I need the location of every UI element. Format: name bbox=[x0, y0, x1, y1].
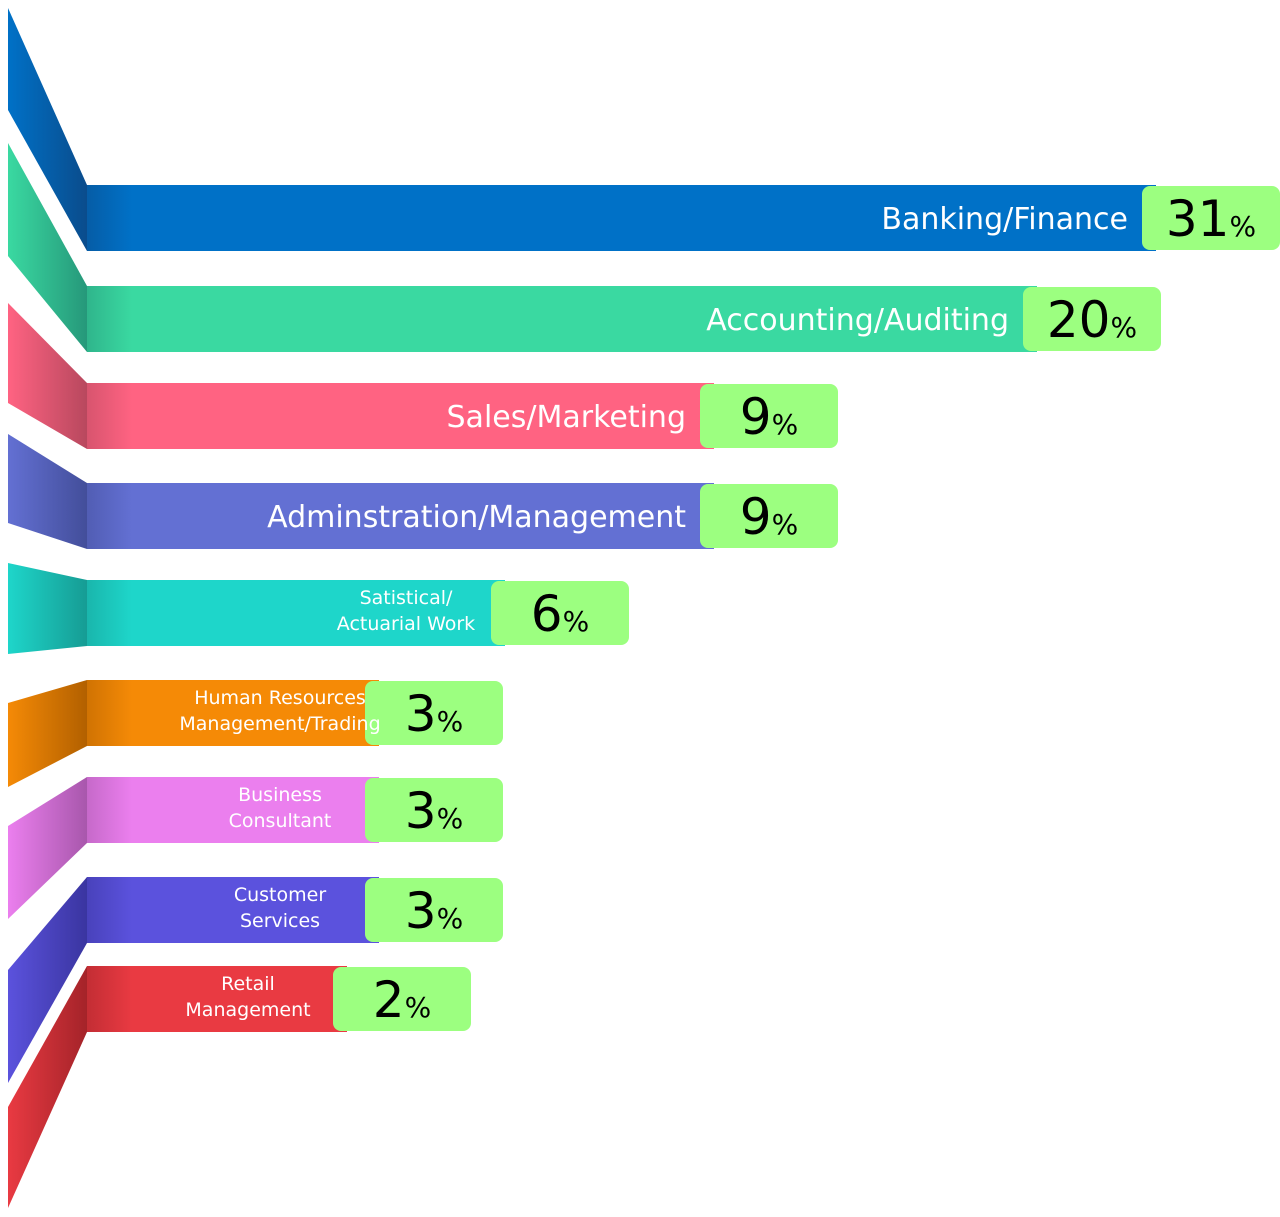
bar bbox=[87, 777, 379, 843]
value-badge bbox=[333, 967, 471, 1031]
bar-shade bbox=[87, 680, 132, 746]
bar bbox=[87, 185, 1156, 251]
bar-shade bbox=[87, 580, 132, 646]
category-label-line: Human Resources bbox=[194, 687, 366, 709]
bar-shade bbox=[87, 286, 132, 352]
category-label: Human Resources Management/Trading bbox=[179, 687, 380, 735]
bar-shade bbox=[87, 966, 132, 1032]
bar-group: Retail Management 2% bbox=[87, 966, 471, 1032]
category-label-line: Management bbox=[185, 999, 310, 1021]
bar-group: Sales/Marketing 9% bbox=[87, 383, 838, 449]
category-label-line: Actuarial Work bbox=[337, 613, 475, 635]
bar bbox=[87, 580, 505, 646]
bar-shade bbox=[87, 383, 132, 449]
category-label-line: Business bbox=[238, 784, 322, 806]
bar-group: Satistical/Actuarial Work 6% bbox=[87, 580, 629, 646]
category-label-line: Services bbox=[240, 910, 320, 932]
ribbon-segment bbox=[8, 434, 87, 549]
bar-shade bbox=[87, 877, 132, 943]
value-badge bbox=[700, 384, 838, 448]
category-label: Satistical/Actuarial Work bbox=[337, 587, 475, 635]
value-badge bbox=[700, 484, 838, 548]
category-label: Customer Services bbox=[234, 884, 326, 932]
bar-group: Accounting/Auditing 20% bbox=[87, 286, 1161, 352]
ribbon-segment bbox=[8, 143, 87, 352]
bar-shade bbox=[87, 777, 132, 843]
value-label: 31% bbox=[1166, 190, 1256, 248]
bar-shade bbox=[87, 185, 132, 251]
value-label: 20% bbox=[1047, 291, 1137, 349]
category-label-line: Consultant bbox=[229, 810, 332, 832]
bar-group: Adminstration/Management 9% bbox=[87, 483, 838, 549]
value-label: 3% bbox=[405, 685, 463, 743]
value-badge bbox=[1023, 287, 1161, 351]
value-label: 3% bbox=[405, 782, 463, 840]
category-label: Banking/Finance bbox=[881, 202, 1128, 237]
category-label: Accounting/Auditing bbox=[706, 303, 1009, 338]
bar-group: Customer Services 3% bbox=[87, 877, 503, 943]
category-label: Retail Management bbox=[185, 973, 310, 1021]
value-label: 9% bbox=[740, 488, 798, 546]
ribbon-segment bbox=[8, 966, 87, 1208]
category-label-line: Retail bbox=[221, 973, 275, 995]
value-badge bbox=[365, 778, 503, 842]
bars-layer: Banking/Finance 31% Accounting/Auditing 20%… bbox=[87, 185, 1280, 1032]
ribbon-segment bbox=[8, 8, 87, 251]
value-badge bbox=[365, 681, 503, 745]
bar bbox=[87, 680, 379, 746]
bar-group: Human Resources Management/Trading 3% bbox=[87, 680, 503, 746]
category-label-line: Satistical/ bbox=[360, 587, 453, 609]
bar bbox=[87, 877, 379, 943]
ribbon-layer bbox=[8, 8, 87, 1208]
category-label: Sales/Marketing bbox=[447, 400, 686, 435]
value-label: 3% bbox=[405, 882, 463, 940]
category-label: Adminstration/Management bbox=[267, 500, 686, 535]
value-badge bbox=[491, 581, 629, 645]
value-label: 6% bbox=[531, 585, 589, 643]
value-label: 2% bbox=[373, 971, 431, 1029]
value-badge bbox=[1142, 186, 1280, 250]
bar-group: Banking/Finance 31% bbox=[87, 185, 1280, 251]
category-label-line: Customer bbox=[234, 884, 326, 906]
category-label: Business Consultant bbox=[229, 784, 332, 832]
ribbon-segment bbox=[8, 303, 87, 449]
bar bbox=[87, 383, 714, 449]
ribbon-segment bbox=[8, 680, 87, 787]
ribbon-segment bbox=[8, 563, 87, 654]
ribbon-segment bbox=[8, 777, 87, 919]
value-label: 9% bbox=[740, 388, 798, 446]
value-badge bbox=[365, 878, 503, 942]
bar bbox=[87, 483, 714, 549]
bar bbox=[87, 286, 1037, 352]
bar-shade bbox=[87, 483, 132, 549]
bar-group: Business Consultant 3% bbox=[87, 777, 503, 843]
ribbon-segment bbox=[8, 877, 87, 1083]
category-label-line: Management/Trading bbox=[179, 713, 380, 735]
